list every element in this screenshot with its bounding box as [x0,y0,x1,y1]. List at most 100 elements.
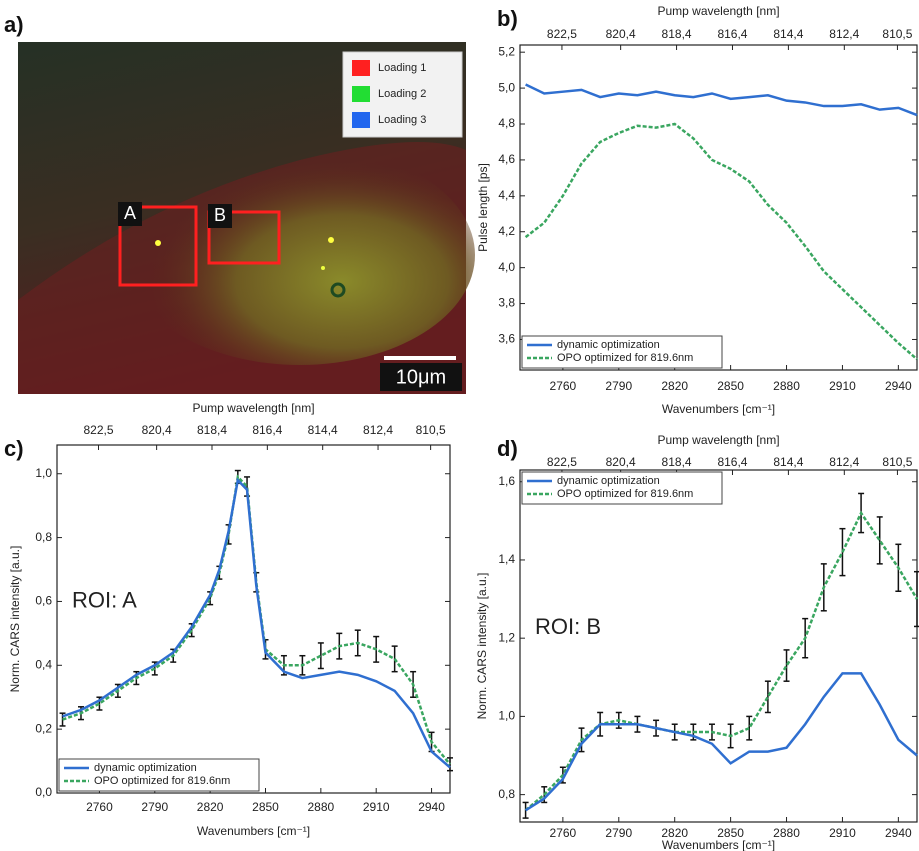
y-tick-label: 1,2 [498,630,515,644]
y-tick-label: 4,8 [498,116,515,130]
x-tick-label: 2850 [717,379,744,393]
roi-tag [208,204,232,228]
roi-label: B [214,205,226,225]
panel-label: d) [497,436,518,461]
x-tick-label: 2820 [661,826,688,840]
panel-label: c) [4,436,24,461]
y-tick-label: 3,6 [498,332,515,346]
data-line [524,672,918,812]
roi-box [207,210,281,265]
x-tick-label: 2790 [605,826,632,840]
y-tick-label: 0,6 [35,594,52,608]
legend-label: dynamic optimization [557,339,660,351]
panel-label: a) [4,12,24,37]
x2-tick-label: 818,4 [662,27,692,41]
x-tick-label: 2760 [550,826,577,840]
x-tick-label: 2820 [197,800,224,814]
x2-tick-label: 812,4 [363,423,393,437]
chart-panel: d) 2760 2790 2820 2850 2880 2910 2940 822,5 820,4… [475,433,919,851]
legend-label: Loading 1 [378,62,426,74]
data-line [62,477,451,769]
vesicle [330,282,346,298]
annotation: ROI: A [72,587,137,612]
plot-frame [56,444,451,794]
x2-tick-label: 810,5 [882,455,912,469]
legend [521,335,723,369]
panel-label: b) [497,6,518,31]
roi-box [118,205,198,287]
data-line [524,510,919,812]
y-axis-title: Pulse length [ps] [476,163,490,252]
legend-label: OPO optimized for 819.6nm [94,775,230,787]
x-tick-label: 2880 [773,826,800,840]
x2-tick-label: 814,4 [308,423,338,437]
x2-axis-title: Pump wavelength [nm] [657,433,779,447]
y-tick-label: 4,0 [498,260,515,274]
legend-swatch [352,60,370,76]
x-tick-label: 2820 [661,379,688,393]
x-tick-label: 2910 [829,826,856,840]
x-tick-label: 2880 [773,379,800,393]
x2-tick-label: 818,4 [662,455,692,469]
y-tick-label: 0,4 [35,657,52,671]
data-line [524,122,918,361]
y-tick-label: 1,0 [498,709,515,723]
legend-label: Loading 3 [378,114,426,126]
y-tick-label: 5,0 [498,80,515,94]
y-tick-label: 4,2 [498,224,515,238]
x-tick-label: 2760 [86,800,113,814]
x2-axis-title: Pump wavelength [nm] [657,4,779,18]
y-tick-label: 1,6 [498,474,515,488]
data-line [62,474,451,766]
y-tick-label: 0,2 [35,721,52,735]
y-tick-label: 0,8 [498,787,515,801]
x2-tick-label: 820,4 [142,423,172,437]
legend [58,758,260,792]
annotation: ROI: B [535,614,601,639]
x-tick-label: 2880 [307,800,334,814]
x2-tick-label: 822,5 [547,455,577,469]
x-axis-title: Wavenumbers [cm⁻¹] [197,824,310,838]
x-axis-title: Wavenumbers [cm⁻¹] [662,402,775,416]
chart-panel: c) 2760 2790 2820 2850 2880 2910 2940 822,5 820,4… [4,401,453,838]
legend-label: dynamic optimization [94,762,197,774]
legend-swatch [352,112,370,128]
cell-body [125,145,475,365]
droplet [155,240,161,246]
y-tick-label: 0,0 [35,785,52,799]
chart-panel: b) 2760 2790 2820 2850 2880 2910 2940 822,5 820,4… [476,4,918,416]
legend-label: OPO optimized for 819.6nm [557,488,693,500]
x-tick-label: 2910 [829,379,856,393]
x2-tick-label: 822,5 [83,423,113,437]
x2-tick-label: 820,4 [606,27,636,41]
x-tick-label: 2790 [141,800,168,814]
roi-tag [118,202,142,226]
legend-swatch [352,86,370,102]
droplet [328,237,334,243]
y-tick-label: 4,6 [498,152,515,166]
x2-tick-label: 818,4 [197,423,227,437]
y-axis-title: Norm. CARS intensity [a.u.] [475,573,489,720]
scale-tag [380,363,462,391]
x2-tick-label: 812,4 [829,455,859,469]
x2-tick-label: 822,5 [547,27,577,41]
x2-tick-label: 810,5 [416,423,446,437]
y-tick-label: 1,0 [35,466,52,480]
roi-label: A [124,203,136,223]
x-tick-label: 2790 [605,379,632,393]
y-tick-label: 3,8 [498,296,515,310]
y-tick-label: 5,2 [498,44,515,58]
image-legend-items: Loading 1 Loading 2 Loading 3 [352,60,426,128]
x-tick-label: 2940 [885,379,912,393]
x2-axis-title: Pump wavelength [nm] [192,401,314,415]
plot-frame [519,469,918,823]
y-tick-label: 0,8 [35,530,52,544]
y-tick-label: 4,4 [498,188,515,202]
x2-tick-label: 814,4 [773,455,803,469]
x2-tick-label: 820,4 [606,455,636,469]
legend-label: Loading 2 [378,88,426,100]
x-tick-label: 2910 [363,800,390,814]
x2-tick-label: 816,4 [717,455,747,469]
x2-tick-label: 810,5 [882,27,912,41]
